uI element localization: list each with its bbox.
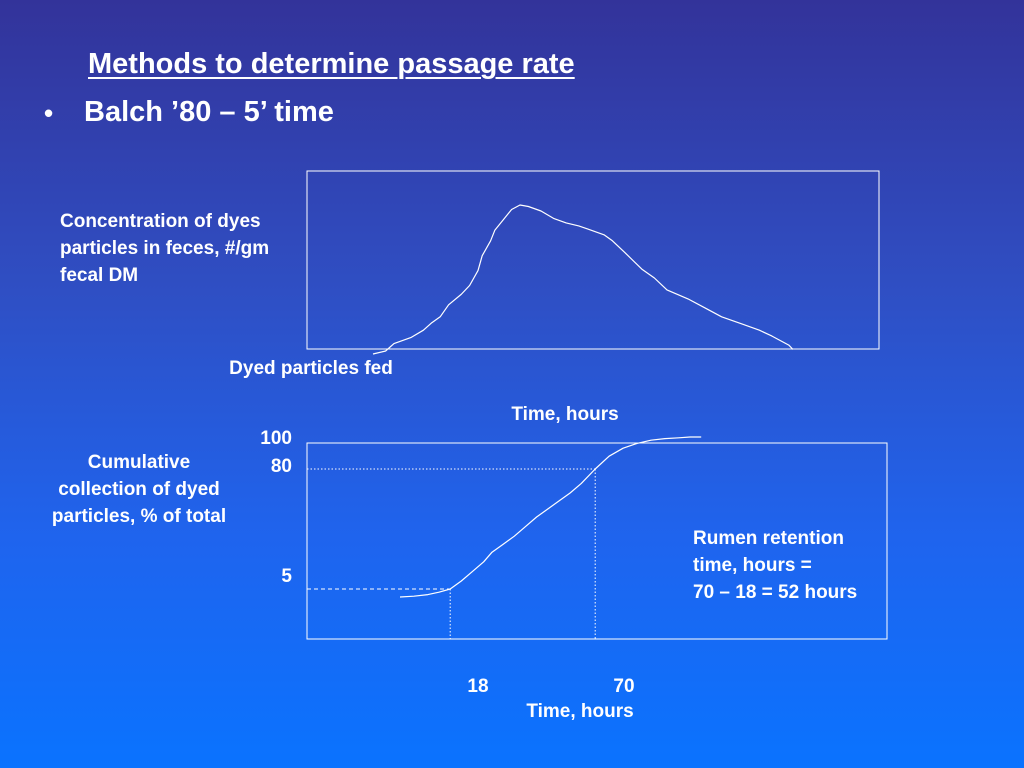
retention-line-3: 70 – 18 = 52 hours (693, 582, 858, 603)
chart2-ytick-80: 80 (270, 456, 292, 477)
chart2-xlabel: Time, hours (526, 701, 634, 722)
chart2-series (399, 436, 702, 598)
chart2-series-line (399, 436, 702, 598)
bullet-text: Balch ’80 – 5’ time (84, 96, 334, 128)
chart1-annotation-dyed-fed: Dyed particles fed (229, 358, 393, 379)
chart1-ylabel: Concentration of dyes particles in feces… (60, 211, 270, 286)
chart2-xtick-18: 18 (467, 676, 489, 697)
chart2-ylabel: Cumulative collection of dyed particles,… (51, 452, 227, 527)
chart1-series (372, 204, 794, 355)
retention-line-1: Rumen retention (693, 528, 844, 549)
chart2-ytick-5: 5 (281, 566, 292, 587)
chart2-ytick-100: 100 (260, 428, 292, 449)
chart2-guides (307, 468, 596, 639)
slide-title: Methods to determine passage rate (88, 48, 575, 80)
chart2-xtick-70: 70 (613, 676, 635, 697)
chart1-series-line (372, 204, 794, 355)
chart2-annotation-retention: Rumen retention time, hours = 70 – 18 = … (693, 525, 857, 606)
chart1-xlabel: Time, hours (511, 404, 619, 425)
retention-line-2: time, hours = (693, 555, 812, 576)
chart1-frame (306, 170, 880, 350)
bullet-dot: • (44, 98, 54, 128)
chart2-frame (306, 442, 888, 640)
